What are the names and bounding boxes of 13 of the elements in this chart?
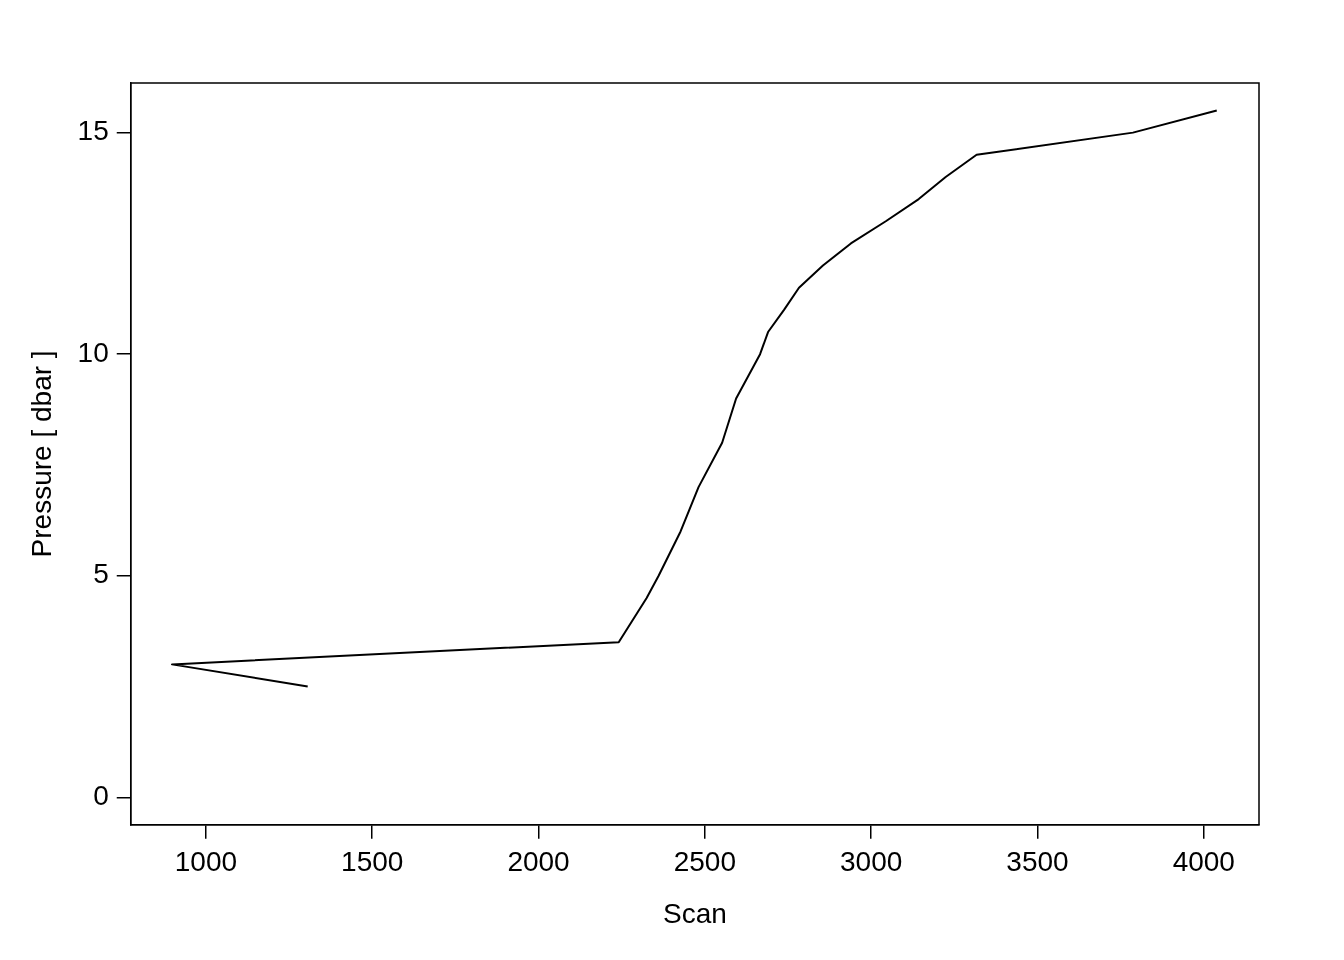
x-axis-title: Scan	[662, 897, 727, 929]
x-tick-label: 3000	[840, 846, 903, 878]
x-tick-label: 1000	[174, 846, 238, 878]
x-tick-label: 3500	[1006, 846, 1069, 878]
y-axis-title: Pressure [ dbar ]	[25, 350, 57, 558]
x-tick-label: 2500	[673, 846, 736, 878]
y-tick-label: 15	[77, 115, 109, 147]
x-tick-label: 1500	[341, 846, 404, 878]
y-tick-label: 10	[77, 336, 109, 368]
x-tick-label: 2000	[507, 846, 570, 878]
y-tick-label: 0	[93, 780, 109, 812]
x-tick-label: 4000	[1172, 846, 1235, 878]
y-tick-label: 5	[93, 558, 109, 590]
